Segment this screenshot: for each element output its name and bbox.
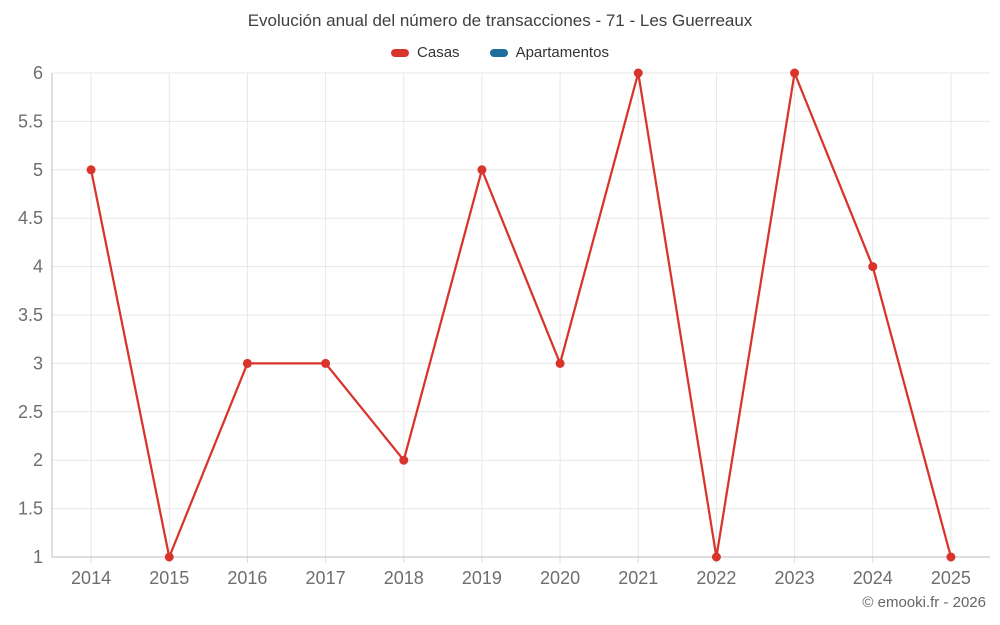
data-point-casas-2020[interactable]: [555, 358, 565, 368]
x-axis-tick-label: 2019: [462, 568, 502, 588]
data-point-casas-2025[interactable]: [946, 552, 956, 562]
y-axis-tick-label: 5: [33, 160, 43, 180]
x-axis-tick-label: 2023: [775, 568, 815, 588]
y-axis-tick-label: 3.5: [18, 305, 43, 325]
x-axis-tick-label: 2015: [149, 568, 189, 588]
data-point-casas-2018[interactable]: [399, 455, 409, 465]
data-point-casas-2023[interactable]: [790, 68, 800, 78]
legend-item-casas[interactable]: Casas: [391, 44, 460, 61]
y-axis-tick-label: 2.5: [18, 402, 43, 422]
data-point-casas-2015[interactable]: [164, 552, 174, 562]
data-point-casas-2016[interactable]: [242, 358, 252, 368]
data-point-casas-2024[interactable]: [868, 262, 878, 272]
y-axis-tick-label: 5.5: [18, 111, 43, 131]
x-axis-tick-label: 2018: [384, 568, 424, 588]
data-point-casas-2014[interactable]: [86, 165, 96, 175]
y-axis-tick-label: 1: [33, 547, 43, 567]
series-line-casas: [89, 71, 953, 559]
data-point-casas-2019[interactable]: [477, 165, 487, 175]
y-axis-tick-label: 4: [33, 257, 43, 277]
data-point-casas-2017[interactable]: [321, 358, 331, 368]
legend-label: Apartamentos: [515, 44, 609, 61]
copyright-footer: © emooki.fr - 2026: [862, 594, 986, 611]
legend-item-apartamentos[interactable]: Apartamentos: [489, 44, 609, 61]
x-axis-tick-label: 2024: [853, 568, 893, 588]
chart-title: Evolución anual del número de transaccio…: [247, 11, 753, 30]
y-axis-tick-label: 4.5: [18, 208, 43, 228]
x-axis-tick-label: 2021: [618, 568, 658, 588]
data-point-casas-2022[interactable]: [711, 552, 721, 562]
legend-label: Casas: [417, 44, 460, 61]
legend: Casas Apartamentos: [0, 44, 1000, 61]
x-axis-tick-label: 2017: [306, 568, 346, 588]
x-axis-tick-label: 2014: [71, 568, 111, 588]
y-axis-tick-label: 2: [33, 450, 43, 470]
legend-swatch-icon: [489, 48, 508, 57]
y-axis-tick-label: 1.5: [18, 499, 43, 519]
y-axis-tick-label: 3: [33, 353, 43, 373]
data-point-casas-2021[interactable]: [633, 68, 643, 78]
x-axis-tick-label: 2016: [227, 568, 267, 588]
x-axis-tick-label: 2025: [931, 568, 971, 588]
y-axis-tick-label: 6: [33, 63, 43, 83]
legend-swatch-icon: [391, 48, 410, 57]
x-axis-tick-label: 2022: [696, 568, 736, 588]
x-axis-tick-label: 2020: [540, 568, 580, 588]
